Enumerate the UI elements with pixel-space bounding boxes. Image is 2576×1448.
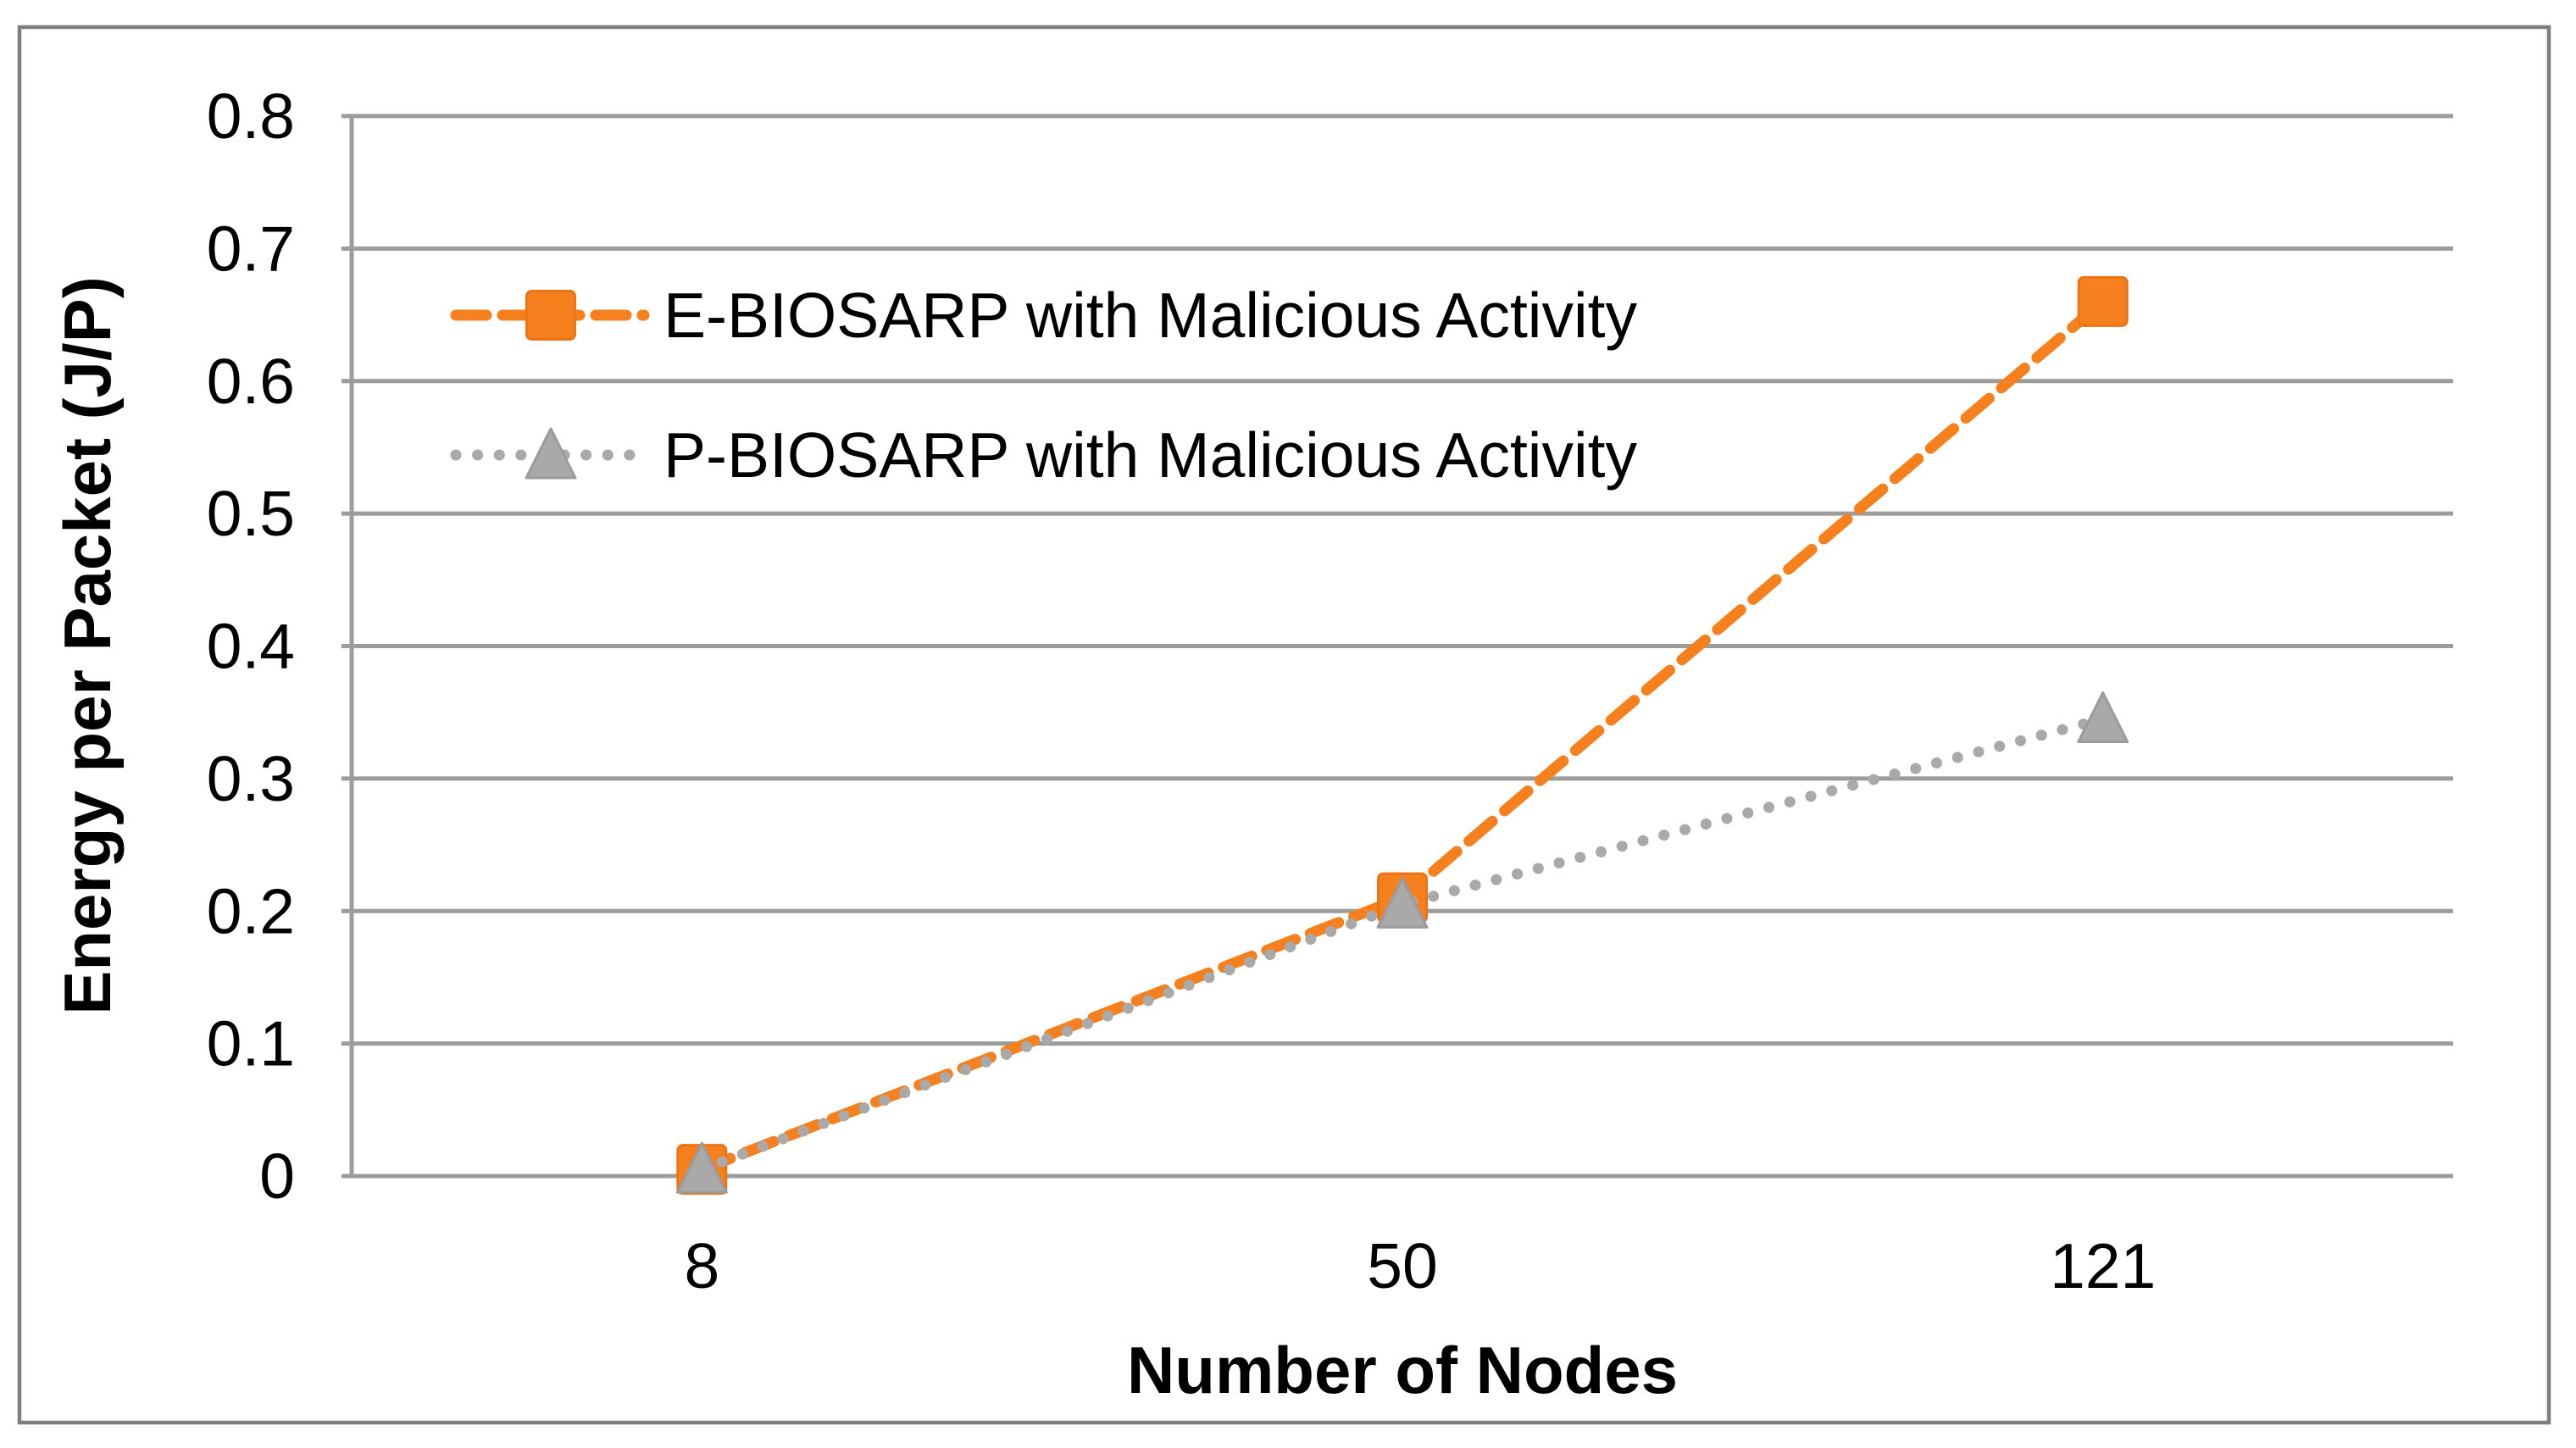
image-border xyxy=(17,25,2551,1425)
y-tick-label: 0.2 xyxy=(207,875,295,946)
legend-label: E-BIOSARP with Malicious Activity xyxy=(663,280,1637,351)
y-tick-label: 0.4 xyxy=(207,611,295,682)
x-tick-label: 8 xyxy=(684,1230,719,1301)
x-tick-label: 121 xyxy=(2050,1230,2156,1301)
y-tick-label: 0.8 xyxy=(207,80,295,152)
y-tick-label: 0.3 xyxy=(207,743,295,814)
y-tick-label: 0 xyxy=(259,1140,295,1212)
y-tick-label: 0.7 xyxy=(207,213,295,284)
x-axis-title: Number of Nodes xyxy=(1127,1333,1678,1407)
series-line xyxy=(696,713,2109,1175)
y-tick-label: 0.5 xyxy=(207,478,295,549)
series-marker-triangle xyxy=(2077,691,2129,744)
x-tick-label: 50 xyxy=(1367,1230,1437,1301)
y-tick-label: 0.6 xyxy=(207,346,295,417)
series-marker-square xyxy=(525,290,576,341)
series-marker-triangle xyxy=(675,1141,728,1194)
series-marker-triangle xyxy=(1376,876,1429,929)
y-axis-title: Energy per Packet (J/P) xyxy=(50,276,125,1014)
legend-label: P-BIOSARP with Malicious Activity xyxy=(663,419,1637,491)
series-marker-square xyxy=(2077,275,2129,327)
series-marker-triangle xyxy=(525,427,577,480)
y-tick-label: 0.1 xyxy=(207,1008,295,1079)
